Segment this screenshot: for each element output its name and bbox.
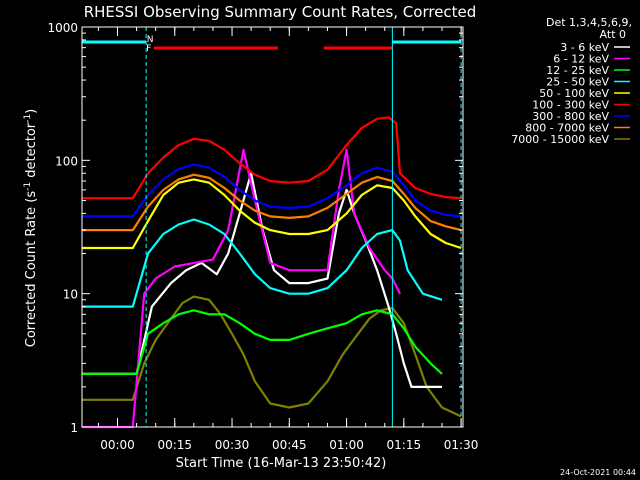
flag-label-n: N — [147, 35, 154, 45]
legend-label: 7000 - 15000 keV — [511, 133, 609, 146]
plot-frame — [81, 26, 464, 428]
legend-label: 6 - 12 keV — [553, 53, 609, 66]
x-tick-label: 00:15 — [157, 438, 192, 452]
y-axis-label: Corrected Count Rate (s-1 detector-1) — [23, 109, 39, 347]
x-tick-label: 00:00 — [100, 438, 135, 452]
chart-title: RHESSI Observing Summary Count Rates, Co… — [84, 3, 477, 21]
series-line-3-6-kev — [82, 172, 442, 388]
footer-date: 24-Oct-2021 00:44 — [560, 468, 636, 477]
legend-label: 50 - 100 keV — [539, 87, 609, 100]
flag-label-f: F — [146, 44, 151, 54]
y-axis: 1 10 100 1000 — [47, 21, 463, 435]
x-tick-label: 01:15 — [387, 438, 422, 452]
x-axis: 00:00 00:15 00:30 00:45 01:00 01:15 01:30 — [97, 27, 479, 452]
x-tick-label: 01:30 — [444, 438, 479, 452]
y-axis-label-mid: detector — [24, 122, 39, 182]
legend-label: 300 - 800 keV — [532, 110, 609, 123]
legend-label: 3 - 6 keV — [560, 41, 609, 54]
y-tick-label: 10 — [63, 288, 78, 302]
series-line-6-12-kev — [82, 148, 401, 429]
y-tick-label: 1 — [70, 421, 78, 435]
y-axis-label-sup2: -1 — [23, 114, 33, 123]
series-line-300-800-kev — [82, 163, 462, 218]
series-line-25-50-kev — [82, 218, 443, 308]
x-tick-label: 01:00 — [329, 438, 364, 452]
legend-label: 25 - 50 keV — [546, 76, 609, 89]
legend-label: 800 - 7000 keV — [525, 122, 609, 135]
series-line-100-300-kev — [82, 116, 462, 200]
legend-header-line2: Att 0 — [600, 28, 626, 41]
series-line-800-7000-kev — [82, 173, 462, 232]
x-axis-label: Start Time (16-Mar-13 23:50:42) — [176, 456, 387, 471]
legend-header-line1: Det 1,3,4,5,6,9, — [546, 16, 632, 29]
series-line-7000-15000-kev — [82, 295, 462, 418]
y-axis-label-sup1: -1 — [23, 182, 33, 191]
series-layer — [82, 116, 462, 429]
series-line-50-100-kev — [82, 178, 462, 250]
flag-layer: NF — [82, 35, 462, 54]
x-tick-label: 00:45 — [272, 438, 307, 452]
series-line-12-25-kev — [82, 309, 443, 375]
y-tick-label: 1000 — [47, 21, 78, 35]
y-axis-label-end: ) — [24, 109, 39, 114]
y-axis-label-main: Corrected Count Rate (s — [24, 191, 39, 348]
y-tick-label: 100 — [55, 154, 78, 168]
x-tick-label: 00:30 — [215, 438, 250, 452]
marker-layer — [145, 27, 462, 427]
legend-label: 100 - 300 keV — [532, 99, 609, 112]
legend-label: 12 - 25 keV — [546, 64, 609, 77]
